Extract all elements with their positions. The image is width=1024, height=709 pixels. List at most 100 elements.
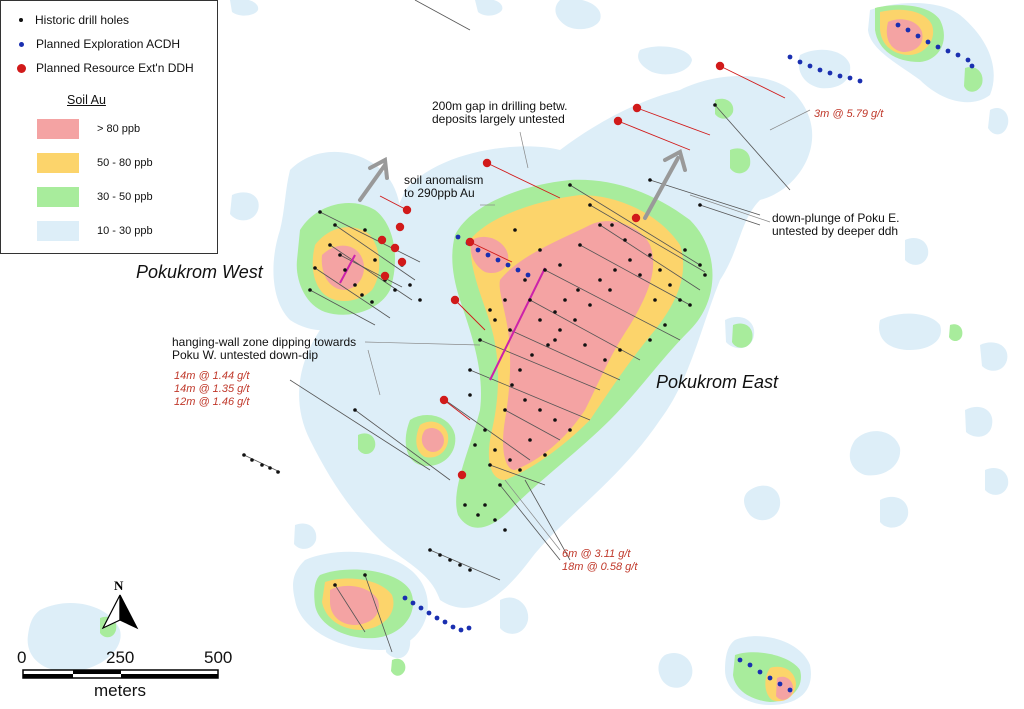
acdh-collar-icon [495,257,501,263]
ddh-collar-icon [613,116,623,126]
legend-label-ddh: Planned Resource Ext'n DDH [36,61,194,75]
historic-collar-icon [523,278,527,282]
historic-collar-icon [623,238,627,242]
acdh-collar-icon [475,247,481,253]
historic-collar-icon [360,293,364,297]
acdh-collar-icon [787,54,793,60]
legend-soil-class-10-30: 10 - 30 ppb [37,221,153,241]
acdh-collar-icon [777,681,783,687]
historic-collar-icon [553,310,557,314]
swatch-10-30 [37,221,79,241]
legend-label-historic: Historic drill holes [35,13,130,27]
historic-collar-icon [528,298,532,302]
historic-collar-icon [698,203,702,207]
historic-collar-icon [543,453,547,457]
map-legend: Historic drill holes Planned Exploration… [0,0,218,254]
acdh-collar-icon [418,605,424,611]
acdh-collar-icon [837,73,843,79]
soil-label-50-80: 50 - 80 ppb [97,157,153,169]
historic-collar-icon [568,183,572,187]
historic-collar-icon [648,178,652,182]
legend-soil-class-50-80: 50 - 80 ppb [37,153,153,173]
blue-dot-icon [19,41,24,47]
ddh-collar-icon [377,235,387,245]
annotation-hanging-line-1: hanging-wall zone dipping towards [172,335,357,349]
historic-collar-icon [438,553,442,557]
acdh-collar-icon [847,75,853,81]
ddh-collar-icon [390,243,400,253]
historic-collar-icon [478,338,482,342]
black-dot-icon [19,18,23,22]
historic-collar-icon [558,328,562,332]
historic-collar-icon [508,328,512,332]
intercept-south-1: 6m @ 3.11 g/t [562,548,631,560]
annotation-gap-line-1: 200m gap in drilling betw. [432,99,568,113]
ddh-collar-icon [397,257,407,267]
historic-collar-icon [508,458,512,462]
legend-soil-class-30-50: 30 - 50 ppb [37,187,153,207]
historic-collar-icon [698,263,702,267]
acdh-collar-icon [505,262,511,268]
mineralised-traces [339,254,546,381]
red-dot-icon [17,63,26,73]
historic-collar-icon [503,528,507,532]
historic-collar-icon [583,343,587,347]
historic-collar-icon [503,408,507,412]
annotation-soil-line-1: soil anomalism [404,173,484,187]
acdh-collar-icon [925,39,931,45]
historic-collar-icon [553,418,557,422]
legend-item-ddh: Planned Resource Ext'n DDH [17,61,194,75]
drill-traces [243,0,791,653]
historic-collar-icon [493,448,497,452]
historic-collar-icon [353,408,357,412]
swatch-50-80 [37,153,79,173]
acdh-collar-icon [857,78,863,84]
scale-tick-500: 500 [204,648,233,667]
historic-collar-icon [538,408,542,412]
swatch-30-50 [37,187,79,207]
historic-collar-icon [576,288,580,292]
deposit-label-east: Pokukrom East [656,372,779,392]
acdh-collar-icon [945,48,951,54]
historic-collar-icon [588,303,592,307]
acdh-collar-icon [767,675,773,681]
historic-collar-icon [658,268,662,272]
historic-collar-icon [276,470,280,474]
deposit-label-west: Pokukrom West [136,262,263,282]
ddh-collar-icon [439,395,449,405]
historic-collar-icon [563,298,567,302]
scale-tick-250: 250 [106,648,135,667]
ddh-collar-icon [395,222,405,232]
historic-collar-icon [333,583,337,587]
acdh-collar-icon [455,234,461,240]
intercept-west-2: 14m @ 1.35 g/t [174,383,250,395]
historic-collar-icon [553,338,557,342]
historic-collar-icon [538,248,542,252]
historic-collar-icon [578,243,582,247]
historic-collar-icon [488,308,492,312]
historic-collar-icon [493,318,497,322]
legend-soil-title: Soil Au [67,93,106,107]
historic-collar-icon [428,548,432,552]
historic-collar-icon [458,563,462,567]
historic-collar-icon [308,288,312,292]
historic-collar-icon [618,348,622,352]
historic-collar-icon [408,283,412,287]
acdh-collar-icon [442,619,448,625]
historic-collar-icon [476,513,480,517]
historic-collar-icon [543,268,547,272]
acdh-collar-icon [426,610,432,616]
annotation-plunge-line-2: untested by deeper ddh [772,224,899,238]
annotation-gap-line-2: deposits largely untested [432,112,565,126]
intercepts-south: 6m @ 3.11 g/t 18m @ 0.58 g/t [562,548,637,574]
annotation-plunge: down-plunge of Poku E. untested by deepe… [772,212,899,238]
legend-item-acdh: Planned Exploration ACDH [17,37,180,51]
historic-collar-icon [353,283,357,287]
annotation-leaders [364,109,811,551]
historic-collar-icon [503,298,507,302]
acdh-collar-icon [515,267,521,273]
legend-item-historic: Historic drill holes [17,13,129,27]
scale-unit: meters [94,681,146,700]
swatch-gt80 [37,119,79,139]
